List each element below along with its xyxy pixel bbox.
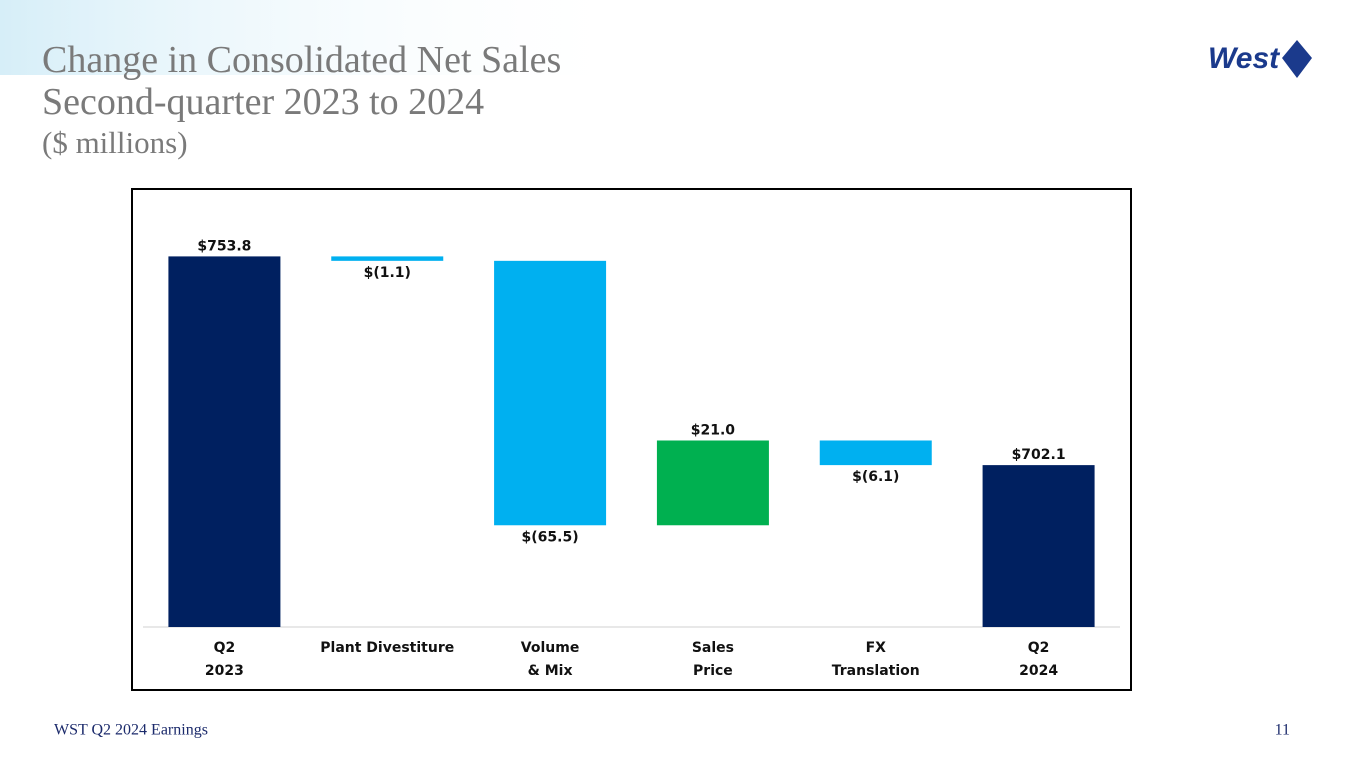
slide-subtitle: ($ millions): [42, 125, 188, 160]
value-label: $(6.1): [852, 469, 899, 485]
chart-frame: [131, 188, 1132, 691]
x-tick-label: FX Translation: [832, 640, 920, 679]
value-label: $21.0: [691, 422, 736, 438]
bar: [331, 256, 444, 261]
x-tick-label: Volume & Mix: [521, 640, 580, 679]
bar: [656, 440, 769, 526]
bar: [494, 260, 607, 526]
value-label: $702.1: [1012, 447, 1066, 463]
value-label: $(65.5): [522, 529, 579, 545]
value-label: $753.8: [197, 238, 251, 254]
logo-mark: [1282, 40, 1312, 78]
x-tick-label: Sales Price: [692, 640, 734, 679]
footer: WST Q2 2024 Earnings: [54, 722, 208, 739]
bar: [819, 440, 932, 466]
logo-text: West: [1208, 42, 1281, 75]
header-decoration: [0, 0, 640, 75]
bar: [168, 256, 281, 627]
x-tick-label: Plant Divestiture: [320, 640, 454, 656]
bar: [982, 465, 1095, 627]
slide-title: Second-quarter 2023 to 2024: [42, 81, 484, 123]
plot: $753.8 Q2 2023 $(1.1) Plant Divestiture $(65.…: [168, 238, 1095, 679]
value-label: $(1.1): [364, 265, 411, 281]
x-tick-label: Q2 2024: [1019, 640, 1058, 679]
logo: West: [1208, 40, 1312, 78]
x-tick-label: Q2 2023: [205, 640, 244, 679]
page-number: 11: [1275, 722, 1290, 739]
slide-title: Change in Consolidated Net Sales: [42, 39, 561, 81]
